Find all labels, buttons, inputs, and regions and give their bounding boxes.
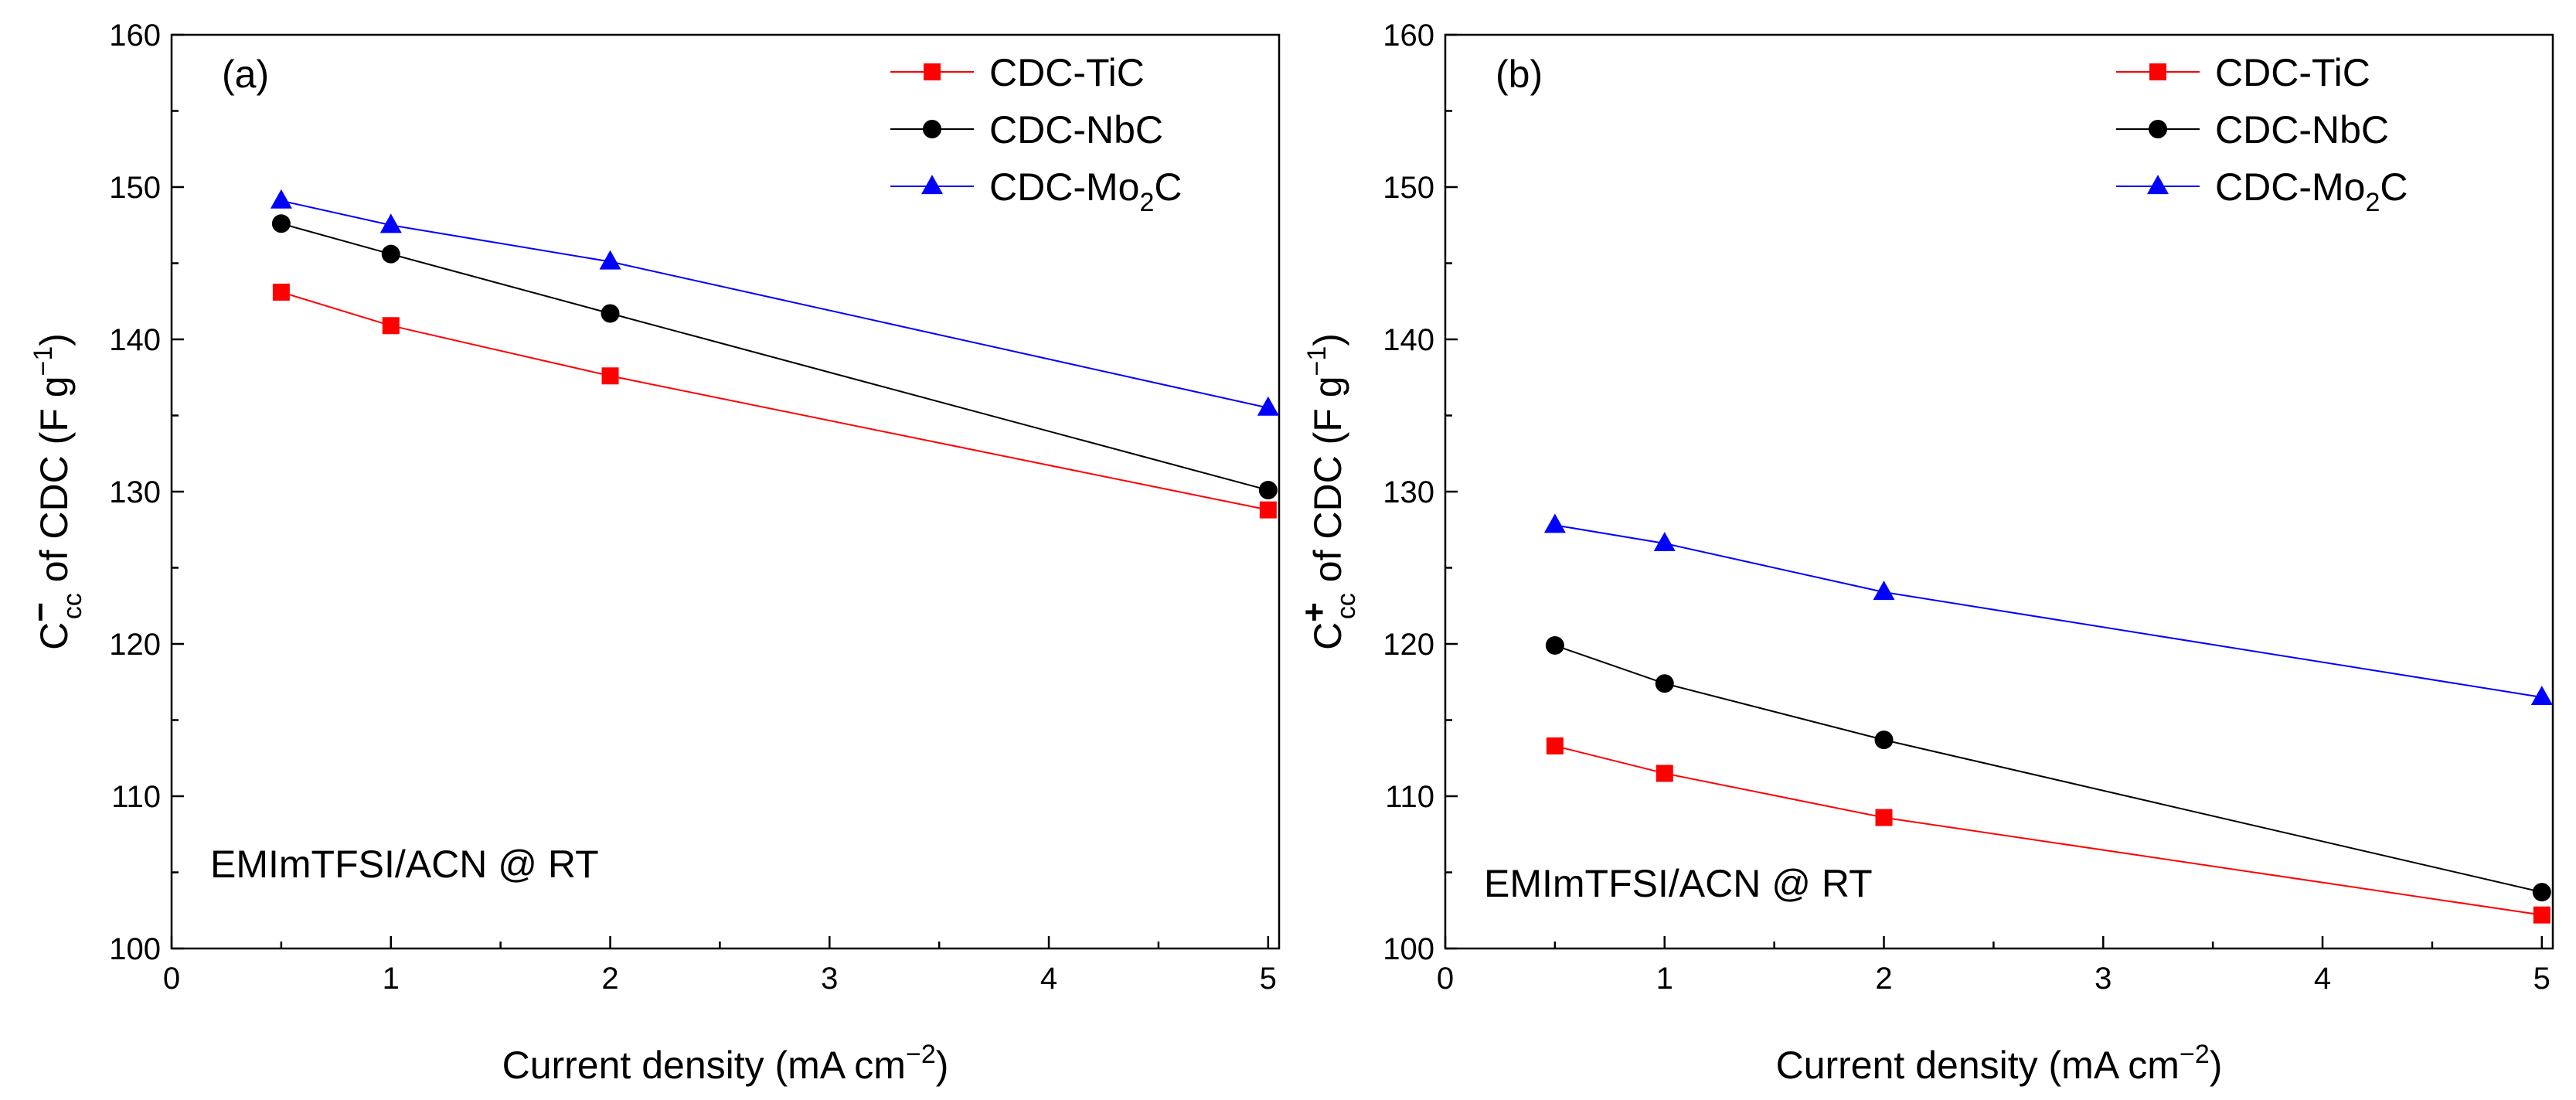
- x-axis-title: Current density (mA cm−2): [1776, 1040, 2223, 1087]
- y-axis-title: C+cc of CDC (F g−1): [1295, 333, 1361, 650]
- y-tick-label: 120: [1383, 628, 1434, 662]
- series-cdc-mo2c: [270, 189, 1279, 416]
- x-tick-label: 4: [2314, 962, 2331, 996]
- data-point: [272, 283, 290, 301]
- x-tick-label: 0: [1437, 962, 1454, 996]
- legend-label: CDC-Mo2C: [2215, 165, 2408, 217]
- legend: CDC-TiC CDC-NbC CDC-Mo2C: [2116, 51, 2408, 217]
- legend-item: CDC-TiC: [890, 51, 1145, 94]
- legend-label: CDC-NbC: [2215, 108, 2389, 152]
- data-point: [599, 250, 621, 270]
- legend-marker: [924, 63, 941, 80]
- legend-label: CDC-TiC: [989, 51, 1145, 94]
- electrolyte-annotation: EMImTFSI/ACN @ RT: [210, 843, 599, 886]
- y-tick-label: 150: [1383, 171, 1434, 205]
- x-axis-title: Current density (mA cm−2): [502, 1040, 949, 1087]
- data-point: [1653, 532, 1676, 552]
- x-tick-label: 3: [2094, 962, 2112, 996]
- chart-panel-a: 0 1 2 3 4 5 100 110 120 130 140 150 160 Current densi…: [22, 19, 1281, 1087]
- series-cdc-tic: [1546, 737, 2550, 924]
- series-line: [1554, 645, 2543, 894]
- legend-label: CDC-TiC: [2215, 51, 2370, 94]
- y-tick-label: 110: [111, 780, 161, 814]
- legend-item: CDC-Mo2C: [2116, 165, 2408, 217]
- data-point: [1257, 396, 1279, 416]
- x-tick-label: 1: [383, 962, 400, 996]
- data-point: [382, 317, 400, 335]
- x-tick-label: 1: [1656, 962, 1673, 996]
- data-point: [381, 244, 400, 264]
- y-tick-label: 150: [109, 171, 161, 205]
- series-cdc-nbc: [1545, 635, 2551, 902]
- x-tick-label: 4: [1040, 962, 1057, 996]
- legend-marker: [923, 120, 941, 138]
- y-tick-label: 130: [109, 475, 161, 509]
- data-point: [270, 189, 292, 209]
- series-cdc-tic: [272, 283, 1277, 519]
- series-line: [281, 291, 1269, 511]
- legend: CDC-TiC CDC-NbC CDC-Mo2C: [890, 51, 1182, 217]
- data-point: [271, 214, 291, 233]
- legend-marker: [2147, 175, 2169, 195]
- data-point: [2530, 686, 2553, 706]
- legend-label: CDC-Mo2C: [989, 165, 1182, 217]
- y-tick-label: 100: [109, 932, 161, 966]
- series-line: [1554, 524, 2542, 698]
- legend-item: CDC-NbC: [890, 108, 1163, 152]
- x-tick-label: 5: [2533, 962, 2550, 996]
- data-point: [1656, 765, 1673, 782]
- y-tick-label: 130: [1383, 475, 1434, 509]
- y-tick-label: 110: [1385, 780, 1434, 814]
- legend-item: CDC-NbC: [2116, 108, 2389, 152]
- data-point: [2533, 906, 2550, 924]
- y-tick-label: 140: [1383, 323, 1434, 357]
- y-axis-title: C−cc of CDC (F g−1): [22, 333, 87, 650]
- series-line: [281, 199, 1269, 409]
- data-point: [1655, 674, 1674, 693]
- panel-label: (b): [1496, 53, 1543, 96]
- legend-item: CDC-Mo2C: [890, 165, 1182, 217]
- data-point: [2532, 883, 2551, 902]
- data-point: [1545, 635, 1564, 655]
- chart-panel-b: 0 1 2 3 4 5 100 110 120 130 140 150 160 Current densi…: [1295, 19, 2554, 1087]
- legend-marker: [2149, 120, 2167, 138]
- x-tick-label: 3: [821, 962, 838, 996]
- series-line: [281, 223, 1269, 491]
- data-point: [1874, 730, 1894, 750]
- x-tick-label: 2: [1875, 962, 1892, 996]
- y-tick-label: 160: [109, 19, 161, 53]
- x-tick-label: 5: [1260, 962, 1277, 996]
- y-tick-label: 140: [109, 323, 161, 357]
- y-tick-label: 120: [109, 628, 161, 662]
- panel-label: (a): [222, 53, 269, 96]
- data-point: [1258, 481, 1278, 500]
- data-point: [601, 304, 620, 323]
- legend-marker: [921, 175, 943, 195]
- data-point: [1546, 737, 1564, 754]
- y-axis-title-text: C+cc of CDC (F g−1): [1295, 333, 1361, 650]
- y-tick-label: 160: [1383, 19, 1434, 53]
- legend-label: CDC-NbC: [989, 108, 1163, 152]
- data-point: [601, 367, 619, 385]
- data-point: [379, 213, 402, 233]
- y-tick-label: 100: [1383, 932, 1434, 966]
- series-cdc-mo2c: [1543, 513, 2553, 706]
- electrolyte-annotation: EMImTFSI/ACN @ RT: [1484, 862, 1873, 905]
- x-tick-label: 2: [601, 962, 618, 996]
- legend-item: CDC-TiC: [2116, 51, 2370, 94]
- data-point: [1543, 513, 1566, 533]
- series-cdc-nbc: [271, 214, 1278, 500]
- data-point: [1259, 501, 1277, 519]
- data-point: [1873, 581, 1895, 601]
- x-tick-label: 0: [163, 962, 180, 996]
- data-point: [1875, 809, 1893, 826]
- y-axis-title-text: C−cc of CDC (F g−1): [22, 333, 87, 650]
- legend-marker: [2149, 63, 2166, 80]
- series-line: [1554, 745, 2542, 916]
